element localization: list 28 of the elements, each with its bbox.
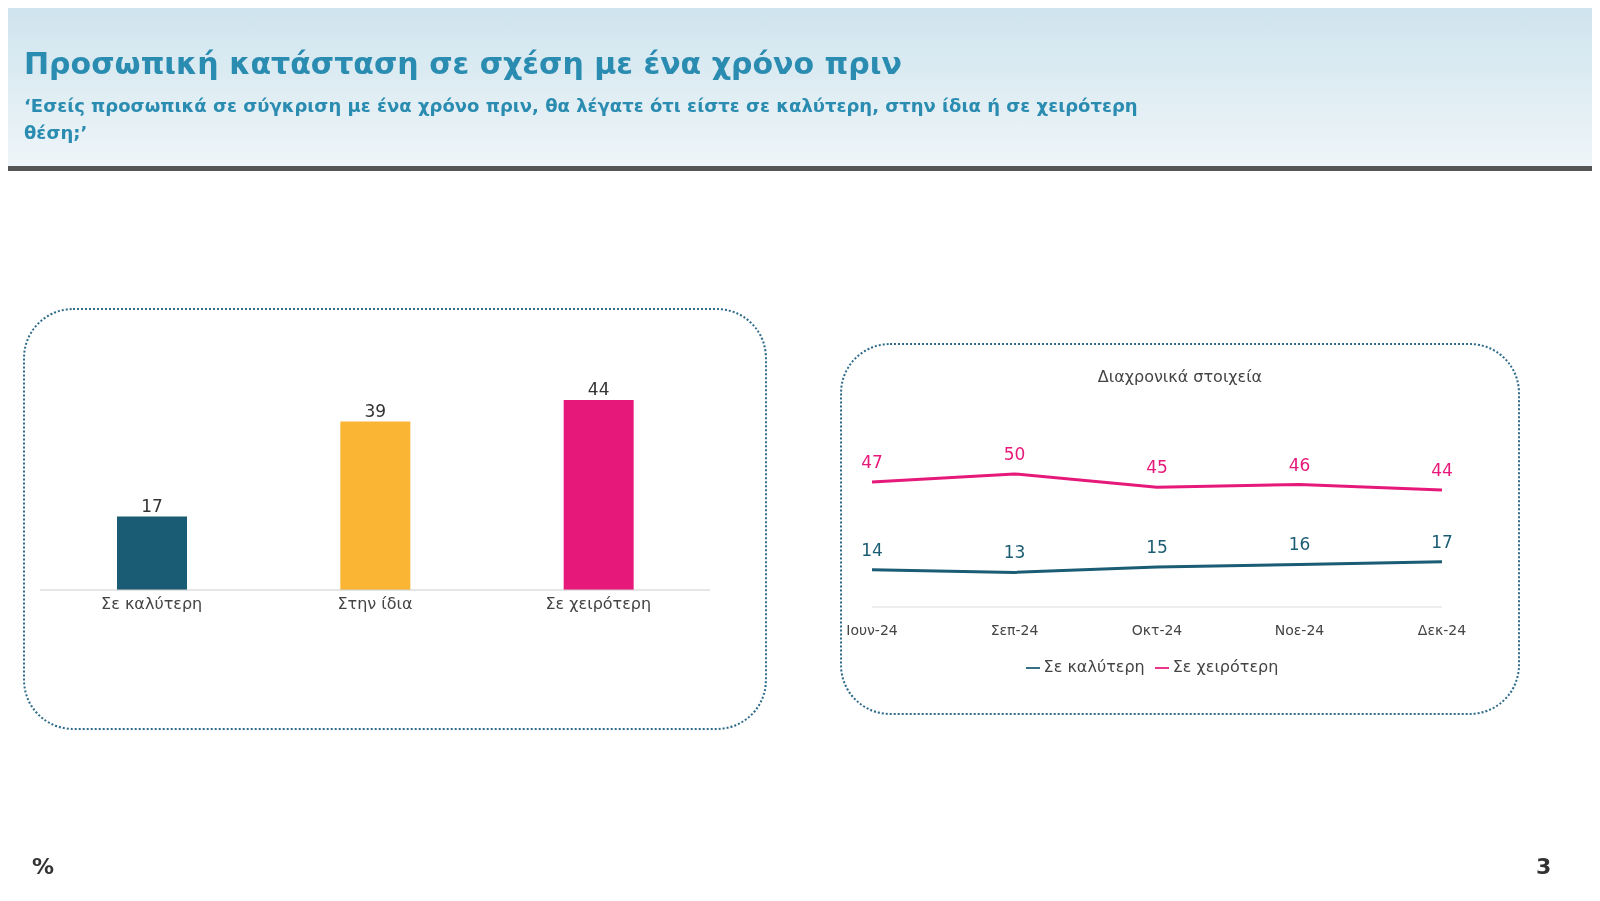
data-label: 44 (587, 379, 610, 399)
data-label: 14 (861, 539, 883, 560)
x-tick-label: Σε καλύτερη (101, 594, 203, 614)
chart-title: Διαχρονικά στοιχεία (1096, 367, 1264, 386)
data-label: 44 (1431, 459, 1453, 480)
text: % (32, 854, 55, 879)
chart-title: Προσωπική κατάσταση σε σχέση με ένα χρόνο πριν (24, 46, 902, 81)
x-tick-label: Σε χειρότερη (545, 594, 652, 614)
data-label: 47 (861, 451, 883, 472)
legend-label: Σε χειρότερη (1172, 657, 1279, 676)
x-tick-label: Στην ίδια (337, 594, 413, 614)
x-tick-label: Οκτ-24 (1131, 621, 1183, 638)
x-tick-label: Σεπ-24 (990, 621, 1039, 638)
data-label: 17 (141, 495, 163, 516)
data-label: 17 (1431, 531, 1453, 552)
data-label: 39 (364, 400, 387, 421)
data-label: 46 (1288, 454, 1311, 475)
x-tick-label: Ιουν-24 (846, 621, 898, 638)
data-label: 45 (1146, 457, 1168, 478)
data-label: 15 (1146, 537, 1168, 558)
x-tick-label: Νοε-24 (1274, 621, 1325, 638)
data-label: 16 (1288, 534, 1311, 555)
chart-subtitle: ‘Εσείς προσωπικά σε σύγκριση με ένα χρόνο πριν, θα λέγατε ότι είστε σε καλύτερη, στην ίδια ή σε χειρότερη θέση;’ (24, 94, 1139, 145)
data-label: 50 (1003, 443, 1026, 464)
text: 3 (1536, 854, 1552, 879)
data-label: 13 (1003, 542, 1026, 563)
legend-label: Σε καλύτερη (1043, 657, 1145, 676)
x-tick-label: Δεκ-24 (1417, 621, 1467, 638)
